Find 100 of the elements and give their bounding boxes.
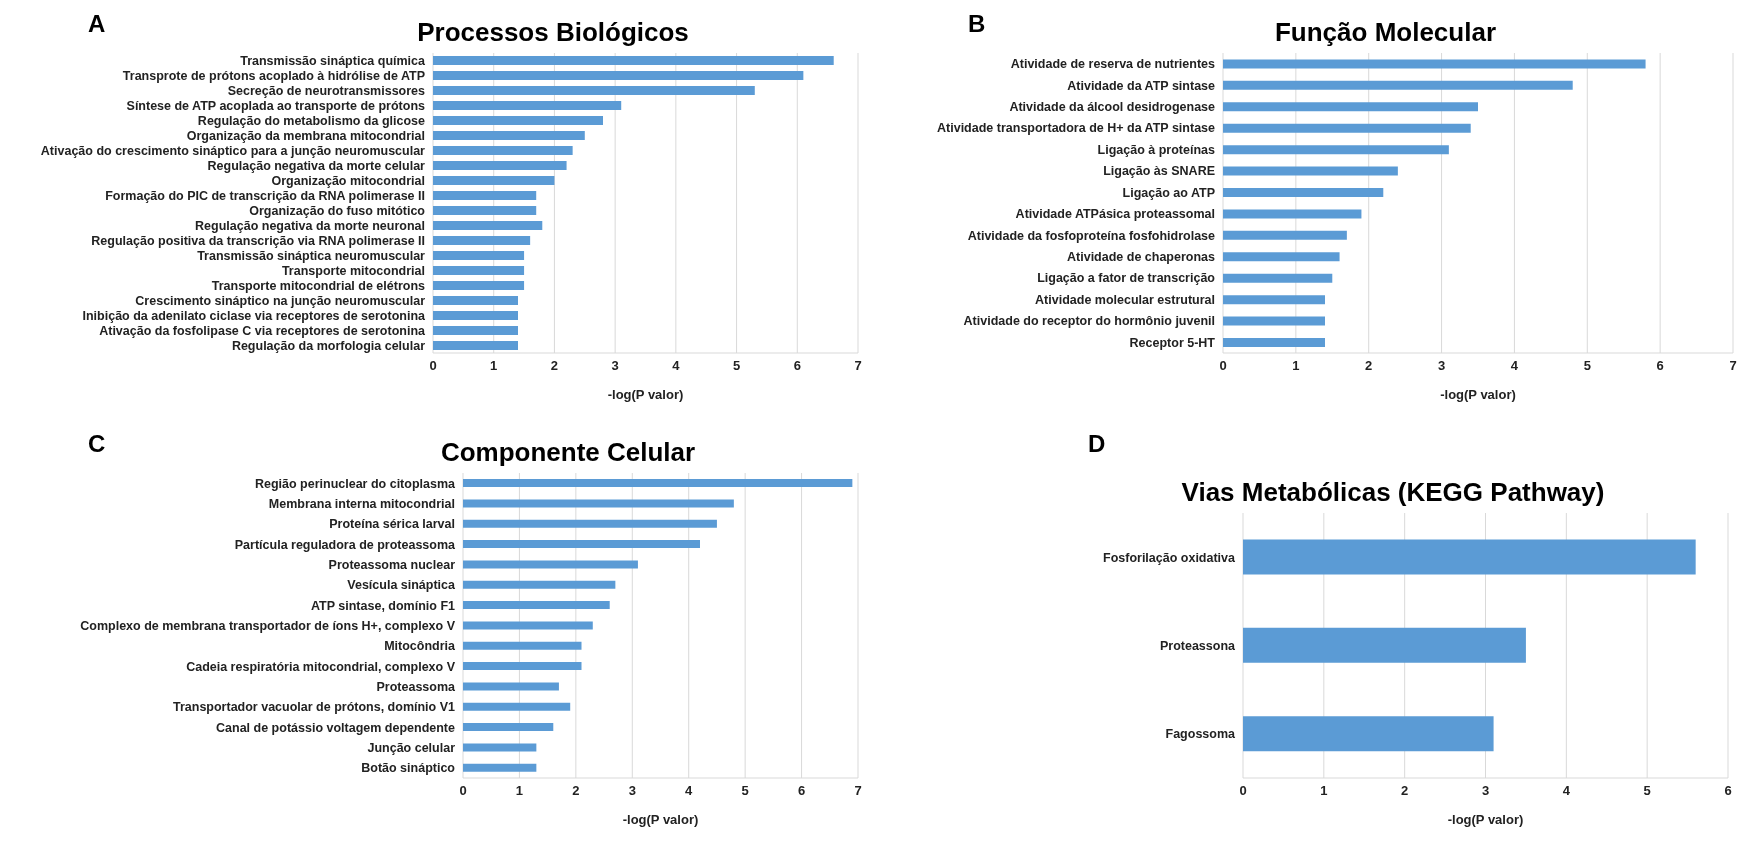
y-tick-label: Organização da membrana mitocondrial [186, 128, 425, 143]
x-tick-label: 5 [741, 783, 749, 799]
bar [1223, 273, 1333, 283]
x-tick-label: 5 [1583, 358, 1591, 374]
bar [433, 206, 537, 215]
x-tick-label: 3 [611, 358, 619, 374]
x-tick-label: 4 [685, 783, 694, 799]
bar [433, 251, 525, 260]
x-tick-label: 0 [1219, 358, 1227, 374]
x-tick-label: 6 [797, 783, 806, 799]
chart-title: Componente Celular [440, 437, 696, 468]
bar [433, 176, 555, 185]
x-axis-title: -log(P valor) [607, 387, 684, 402]
y-tick-label: Membrana interna mitocondrial [268, 496, 455, 511]
bar [1243, 716, 1494, 752]
y-tick-label: Proteassoma [376, 679, 457, 694]
y-tick-label: Fosforilação oxidativa [1103, 550, 1237, 565]
bar [463, 601, 610, 610]
bar [463, 662, 582, 671]
y-tick-label: Vesícula sináptica [347, 578, 457, 593]
bar [433, 281, 525, 290]
chart-title: Função Molecular [1274, 17, 1497, 48]
x-tick-label: 2 [572, 783, 580, 799]
x-tick-label: 5 [732, 358, 741, 374]
y-tick-label: Atividade de chaperonas [1067, 250, 1216, 265]
bar [463, 519, 717, 528]
y-tick-label: Síntese de ATP acoplada ao transporte de prótons [126, 98, 426, 113]
y-tick-label: Junção celular [367, 740, 456, 755]
y-tick-label: Ligação ao ATP [1122, 185, 1215, 200]
x-tick-label: 3 [628, 783, 636, 799]
bar [433, 56, 834, 65]
y-tick-label: Atividade da ATP sintase [1067, 78, 1216, 93]
y-tick-label: Crescimento sináptico na junção neuromuscular [135, 293, 426, 308]
bar [1223, 209, 1362, 219]
y-tick-label: Inibição da adenilato ciclase via receptores de serotonina [82, 308, 427, 323]
x-tick-label: 3 [1481, 783, 1490, 799]
x-tick-label: 6 [1656, 358, 1664, 374]
bar [433, 86, 755, 95]
bar [433, 131, 585, 140]
y-tick-label: Regulação negativa da morte celular [207, 158, 426, 173]
x-axis-title: -log(P valor) [622, 812, 699, 827]
y-tick-label: Ligação à proteínas [1097, 142, 1216, 157]
bar [433, 296, 518, 305]
y-tick-label: Atividade da álcool desidrogenase [1009, 100, 1216, 115]
y-tick-label: Secreção de neurotransmissores [227, 83, 426, 98]
chart-title: Vias Metabólicas (KEGG Pathway) [1181, 477, 1605, 508]
bar [1223, 252, 1340, 262]
bar [1223, 295, 1325, 305]
y-tick-label: Proteassona [1159, 638, 1237, 653]
y-tick-label: Ligação a fator de transcrição [1037, 271, 1216, 286]
bar [1223, 316, 1325, 326]
text: D [1088, 430, 1106, 458]
y-tick-label: Organização mitocondrial [271, 173, 425, 188]
y-tick-label: Atividade molecular estrutural [1035, 292, 1215, 307]
y-tick-label: Mitocôndria [384, 639, 457, 654]
bar [1223, 59, 1646, 69]
y-tick-label: Cadeia respiratória mitocondrial, complexo V [186, 659, 456, 674]
bar [463, 540, 700, 549]
y-tick-label: Atividade transportadora de H+ da ATP sintase [937, 121, 1216, 136]
bar [433, 71, 804, 80]
y-tick-label: Regulação negativa da morte neuronal [195, 218, 425, 233]
x-tick-label: 1 [1320, 783, 1328, 799]
bar [433, 116, 603, 125]
bar [463, 621, 593, 630]
y-tick-label: Atividade do receptor do hormônio juvenil [963, 314, 1215, 329]
bar [433, 191, 537, 200]
bar [1223, 80, 1573, 90]
x-tick-label: 0 [1239, 783, 1247, 799]
y-tick-label: Atividade da fosfoproteína fosfohidrolase [967, 228, 1216, 243]
bar [1223, 230, 1347, 240]
bar [463, 560, 638, 569]
x-tick-label: 1 [490, 358, 498, 374]
bar [463, 682, 559, 691]
bar [1223, 188, 1384, 197]
x-tick-label: 0 [459, 783, 467, 799]
bar [433, 326, 518, 335]
bar [1223, 123, 1471, 133]
y-tick-label: Receptor 5-HT [1129, 335, 1216, 350]
y-tick-label: Ativação da fosfolipase C via receptores de serotonina [99, 323, 427, 338]
x-tick-label: 2 [1365, 358, 1373, 374]
y-tick-label: Transprote de prótons acoplado à hidrólise de ATP [122, 68, 425, 83]
bar [463, 580, 616, 589]
y-tick-label: Transmissão sináptica neuromuscular [197, 248, 426, 263]
x-tick-label: 2 [1401, 783, 1409, 799]
y-tick-label: Atividade de reserva de nutrientes [1010, 57, 1216, 72]
y-tick-label: Ativação do crescimento sináptico para a junção neuromuscular [40, 143, 426, 158]
x-tick-label: 0 [429, 358, 437, 374]
bar [433, 146, 573, 155]
y-tick-label: Fagossoma [1165, 727, 1237, 742]
y-tick-label: Proteassoma nuclear [328, 557, 456, 572]
x-tick-label: 7 [854, 358, 862, 374]
text: B [968, 10, 986, 38]
bar [1243, 539, 1696, 575]
y-tick-label: Complexo de membrana transportador de íons H+, complexo V [80, 618, 456, 633]
x-axis-title: -log(P valor) [1440, 387, 1516, 402]
bar [463, 479, 853, 488]
y-tick-label: Região perinuclear do citoplasma [254, 476, 457, 491]
bar [433, 161, 567, 170]
x-tick-label: 7 [854, 783, 862, 799]
text: C [88, 430, 106, 458]
